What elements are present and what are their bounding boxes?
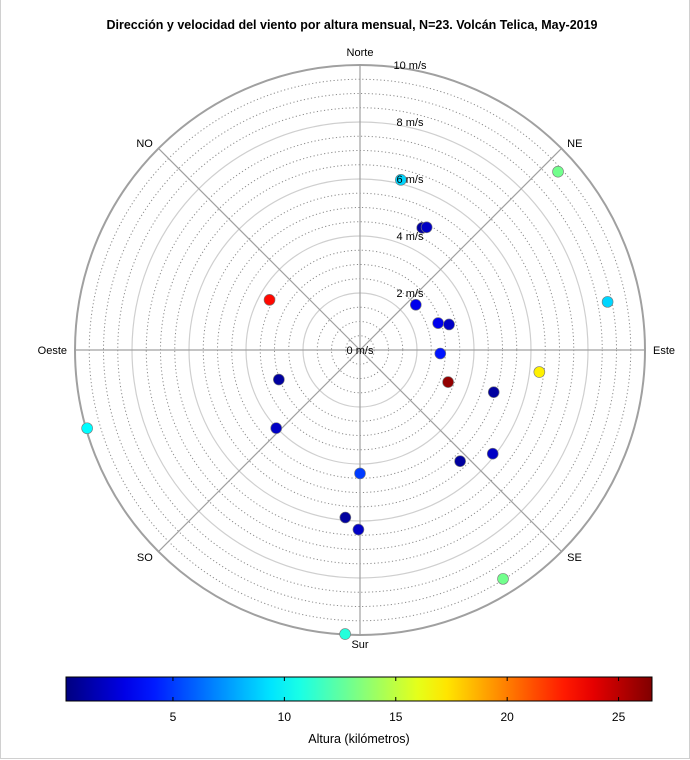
wind-point [410,299,422,311]
wind-point [352,523,365,536]
direction-label: SO [137,552,153,564]
wind-point [434,347,447,360]
wind-point [486,447,499,460]
wind-point [443,318,455,331]
colorbar-label: Altura (kilómetros) [308,732,409,746]
ring-label: 10 m/s [393,60,427,72]
wind-point [339,511,352,524]
direction-label: SE [567,552,582,564]
outer-circle [74,64,646,636]
colorbar-tick-label: 25 [612,710,626,724]
wind-point [601,296,614,308]
data-points [81,165,614,640]
direction-label: Este [653,345,675,357]
wind-point [432,317,444,329]
ring-label: 4 m/s [397,231,424,243]
ring-label: 2 m/s [397,288,424,300]
direction-label: Norte [347,47,374,59]
ring-label: 0 m/s [347,345,374,357]
ring-label: 8 m/s [397,117,424,129]
wind-point [497,573,509,585]
direction-spoke [359,148,562,351]
direction-spoke [158,148,361,351]
wind-point [454,455,466,467]
direction-spoke [359,349,562,552]
chart-title: Dirección y velocidad del viento por alt… [106,18,597,32]
polar-grid [74,64,646,636]
direction-spoke [158,349,361,552]
wind-point [533,366,546,378]
colorbar-tick-label: 5 [170,710,177,724]
wind-point [442,376,454,388]
ring-label: 6 m/s [397,174,424,186]
wind-point [487,386,500,398]
wind-point [552,165,564,178]
colorbar-tick-label: 15 [389,710,403,724]
wind-point [354,467,366,480]
direction-label: Sur [351,639,368,651]
wind-point [263,294,276,306]
direction-label: Oeste [38,345,67,357]
axis-labels: 0 m/s 2 m/s 4 m/s 6 m/s 8 m/s 10 m/s Norte NE Es… [38,47,675,651]
colorbar-gradient [65,676,653,702]
direction-label: NO [136,138,153,150]
wind-point [81,422,93,435]
colorbar: 5 10 15 20 25 Altura (kilómetros) [65,676,653,746]
wind-point [420,221,433,234]
colorbar-tick-label: 10 [278,710,292,724]
wind-point [273,373,285,386]
wind-point [339,628,351,640]
wind-point [395,174,407,186]
wind-point [270,422,283,434]
colorbar-tick-label: 20 [500,710,514,724]
direction-label: NE [567,138,582,150]
